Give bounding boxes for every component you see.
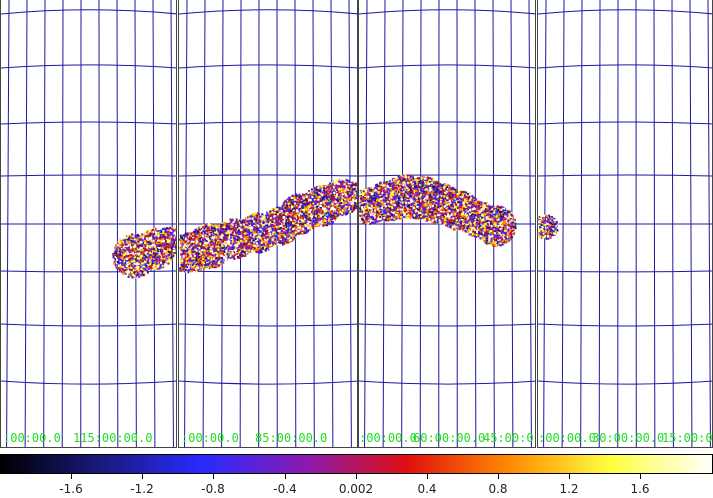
ra-label: :00:00.0 (538, 431, 596, 445)
ra-label: :00:00.0 (3, 431, 61, 445)
grid-line-ra (580, 0, 583, 447)
grid-line-dec (538, 9, 712, 15)
grid-line-dec (1, 121, 176, 125)
grid-line-ra (598, 0, 601, 447)
tick-label: 1.2 (559, 482, 579, 496)
emission-blob (359, 174, 517, 247)
grid-line-ra (24, 0, 28, 447)
emission-blob (112, 226, 176, 279)
grid-line-dec (1, 270, 176, 273)
ra-label: 85:00:00.0 (255, 431, 328, 445)
panel-2-canvas (179, 0, 357, 447)
grid-line-ra (419, 0, 422, 447)
grid-line-dec (1, 174, 176, 177)
grid-line-dec (538, 270, 712, 273)
grid-line-ra (671, 0, 674, 447)
ra-label: 15:00:0 (662, 431, 713, 445)
grid-line-ra (528, 0, 532, 447)
ra-label: 30:00:00.0 (592, 431, 665, 445)
grid-line-ra (152, 0, 156, 447)
grid-line-ra (184, 0, 188, 447)
grid-line-ra (707, 0, 711, 447)
tick-mark (356, 473, 357, 479)
grid-line-dec (359, 270, 535, 273)
grid-line-ra (689, 0, 693, 447)
grid-line-dec (1, 64, 176, 69)
ra-label: :00:00.0 (359, 431, 417, 445)
panel-4[interactable]: :00:00.0 30:00:00.0 15:00:0 (537, 0, 713, 448)
emission-blob (179, 178, 357, 274)
grid-line-dec (359, 174, 535, 177)
grid-line-dec (359, 380, 535, 385)
panel-1-canvas (1, 0, 176, 447)
grid-line-dec (1, 9, 176, 15)
grid-line-ra (330, 0, 334, 447)
panel-2[interactable]: :00:00.0 85:00:00.0 (178, 0, 358, 448)
tick-label: -1.2 (130, 482, 154, 496)
grid-line-ra (6, 0, 10, 447)
grid-line-dec (179, 174, 357, 177)
colorbar-gradient[interactable] (0, 454, 713, 474)
panel-3[interactable]: :00:00.0 60:00:00.0 45:00:0 (358, 0, 536, 448)
grid-line-dec (1, 380, 176, 385)
tick-label: -0.8 (201, 482, 225, 496)
grid-line-ra (653, 0, 656, 447)
grid-line-ra (561, 0, 565, 447)
colorbar[interactable]: -1.6 -1.2 -0.8 -0.4 0.002 0.4 0.8 1.2 1.… (0, 452, 713, 498)
grid-line-ra (134, 0, 137, 447)
tick-mark (427, 473, 428, 479)
grid-line-ra (202, 0, 206, 447)
grid-line-dec (538, 323, 712, 327)
tick-label: 0.002 (338, 482, 374, 496)
grid-line-dec (179, 270, 357, 273)
tick-mark (285, 473, 286, 479)
grid-line-dec (179, 64, 357, 69)
grid-line-dec (179, 323, 357, 327)
grid-line-ra (401, 0, 404, 447)
grid-line-ra (61, 0, 64, 447)
tick-mark (213, 473, 214, 479)
grid-line-dec (359, 9, 535, 15)
tick-mark (569, 473, 570, 479)
grid-line-dec (179, 121, 357, 125)
ra-label: 115:00:00.0 (73, 431, 153, 445)
grid-line-dec (538, 380, 712, 385)
grid-line-dec (359, 323, 535, 327)
grid-line-dec (359, 64, 535, 69)
tick-mark (142, 473, 143, 479)
grid-line-dec (1, 323, 176, 327)
ra-label: :00:00.0 (181, 431, 239, 445)
ra-label: 45:00:0 (483, 431, 534, 445)
panel-3-canvas (359, 0, 535, 447)
tick-label: -1.6 (59, 482, 83, 496)
panel-4-canvas (538, 0, 712, 447)
grid-line-ra (170, 0, 174, 447)
grid-line-ra (364, 0, 368, 447)
tick-label: 1.6 (630, 482, 650, 496)
tick-label: 0.8 (488, 482, 508, 496)
grid-line-dec (538, 121, 712, 125)
panel-1[interactable]: :00:00.0 115:00:00.0 (0, 0, 177, 448)
emission-blob (538, 214, 559, 240)
tick-label: -0.4 (273, 482, 297, 496)
tick-mark (498, 473, 499, 479)
grid-line-dec (538, 64, 712, 69)
tick-mark (71, 473, 72, 479)
grid-line-ra (382, 0, 386, 447)
tick-label: 0.4 (417, 482, 437, 496)
tick-mark (640, 473, 641, 479)
grid-line-dec (179, 380, 357, 385)
grid-line-dec (359, 121, 535, 125)
grid-line-dec (179, 9, 357, 15)
grid-line-ra (43, 0, 46, 447)
grid-line-ra (116, 0, 119, 447)
grid-line-ra (348, 0, 352, 447)
grid-line-dec (538, 174, 712, 177)
image-viewer[interactable]: :00:00.0 115:00:00.0 :00:00.0 85:00:00.0… (0, 0, 713, 450)
ra-label: 60:00:00.0 (413, 431, 486, 445)
